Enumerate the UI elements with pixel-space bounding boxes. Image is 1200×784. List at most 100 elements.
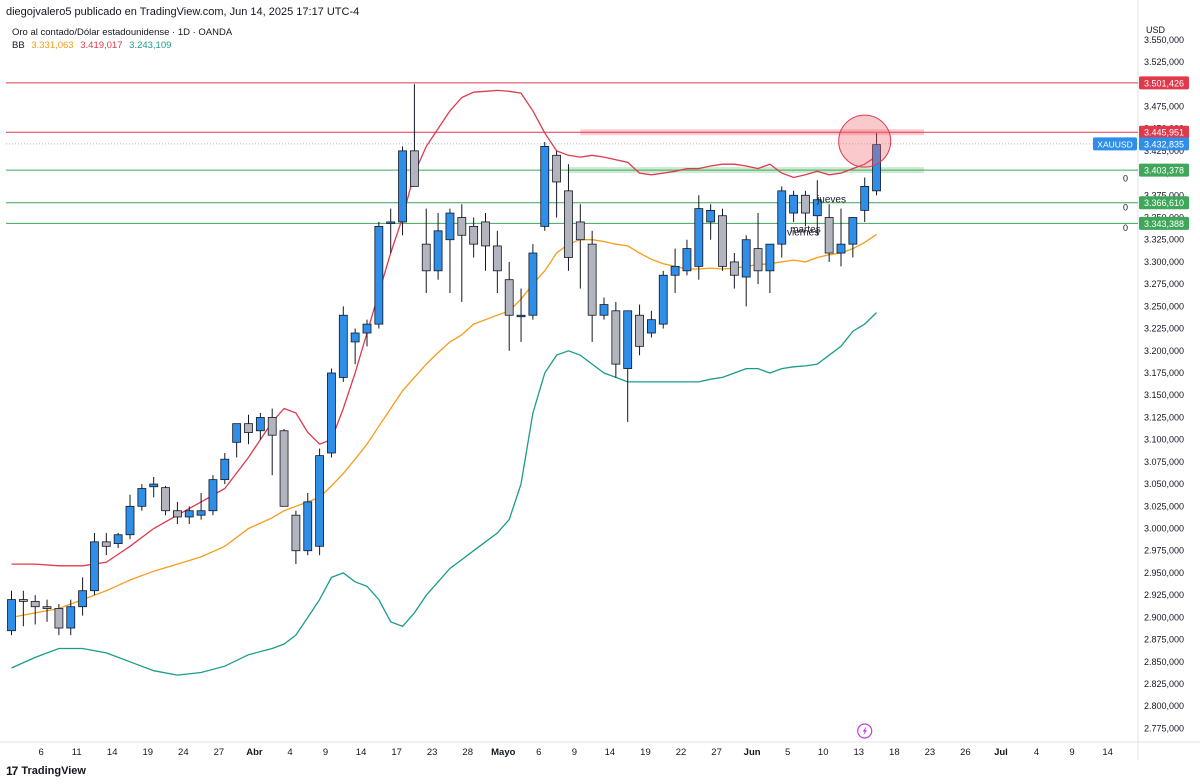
candle-body[interactable] — [255, 417, 265, 432]
candle-body[interactable] — [196, 510, 206, 516]
candle-body[interactable] — [350, 332, 360, 343]
candle-body[interactable] — [137, 488, 147, 507]
candle-body[interactable] — [564, 190, 573, 258]
candle-body[interactable] — [101, 541, 111, 547]
candle-body[interactable] — [611, 310, 621, 365]
candle-body[interactable] — [682, 248, 692, 272]
y-tick-label: 3.025,000 — [1144, 501, 1184, 511]
candle-body[interactable] — [516, 314, 526, 318]
x-tick-label: 14 — [107, 747, 118, 758]
candle-body[interactable] — [90, 541, 99, 592]
candle-body[interactable] — [267, 417, 277, 436]
candle-body[interactable] — [623, 310, 633, 369]
candle-body[interactable] — [303, 501, 313, 552]
candle-body[interactable] — [172, 510, 182, 518]
candle-body[interactable] — [161, 487, 170, 512]
price-tag-4-box[interactable] — [1139, 216, 1189, 230]
y-tick-label: 2.850,000 — [1144, 657, 1184, 667]
candle-body[interactable] — [824, 217, 834, 254]
candle-body[interactable] — [232, 423, 242, 443]
candle-body[interactable] — [421, 243, 431, 272]
price-tag-0-box[interactable] — [1139, 76, 1189, 90]
candle-body[interactable] — [741, 239, 751, 278]
candle-body[interactable] — [635, 314, 644, 347]
price-tag-1-box[interactable] — [1139, 125, 1189, 139]
price-tag-2-box[interactable] — [1139, 163, 1189, 177]
candle-body[interactable] — [244, 423, 253, 433]
annotation-text-1[interactable]: martes — [790, 225, 821, 236]
candle-body[interactable] — [872, 144, 881, 192]
x-tick-label: 17 — [391, 747, 402, 758]
y-tick-label: 3.200,000 — [1144, 346, 1184, 356]
candle-body[interactable] — [765, 243, 775, 272]
candle-body[interactable] — [552, 154, 561, 183]
candle-body[interactable] — [860, 185, 870, 211]
candle-body[interactable] — [362, 323, 372, 334]
candle-body[interactable] — [658, 274, 668, 325]
candle-body[interactable] — [42, 606, 52, 609]
candle-body[interactable] — [801, 194, 810, 214]
candle-body[interactable] — [338, 314, 348, 378]
candle-body[interactable] — [327, 372, 336, 454]
candle-body[interactable] — [706, 209, 716, 223]
candle-body[interactable] — [540, 146, 550, 227]
candle-body[interactable] — [208, 479, 218, 512]
candle-body[interactable] — [457, 217, 467, 236]
candle-body[interactable] — [718, 215, 727, 267]
candle-body[interactable] — [113, 534, 123, 545]
candle-body[interactable] — [445, 212, 455, 241]
candle-body[interactable] — [753, 248, 763, 272]
candle-body[interactable] — [492, 245, 502, 272]
candle-body[interactable] — [374, 225, 384, 325]
candle-body[interactable] — [398, 150, 407, 223]
candle-body[interactable] — [386, 221, 396, 224]
candle-body[interactable] — [647, 319, 656, 334]
x-tick-label: 14 — [1102, 747, 1113, 758]
candle-body[interactable] — [528, 252, 538, 316]
annotation-text-2[interactable]: viernes — [787, 227, 819, 238]
candle-body[interactable] — [587, 243, 597, 316]
candle-body[interactable] — [812, 199, 822, 217]
candle-body[interactable] — [504, 279, 514, 316]
last-price-tag-box[interactable] — [1139, 137, 1189, 151]
y-tick-label: 3.075,000 — [1144, 457, 1184, 467]
candle-body[interactable] — [409, 150, 419, 187]
candle-body[interactable] — [694, 208, 704, 267]
symbol-tag-box[interactable] — [1093, 137, 1137, 151]
candle-body[interactable] — [599, 304, 609, 316]
candle-body[interactable] — [315, 455, 325, 547]
candle-body[interactable] — [777, 190, 787, 245]
candle-body[interactable] — [729, 261, 739, 276]
candle-body[interactable] — [18, 599, 28, 602]
bb-upper-band — [11, 89, 877, 567]
candle-body[interactable] — [575, 221, 585, 241]
highlight-circle[interactable] — [838, 114, 892, 168]
candle-body[interactable] — [54, 608, 64, 629]
candle-body[interactable] — [184, 510, 194, 518]
price-tag-3-box[interactable] — [1139, 196, 1189, 210]
candle-body[interactable] — [481, 221, 490, 247]
candle-body[interactable] — [291, 514, 301, 552]
symbol-line[interactable]: Oro al contado/Dólar estadounidense · 1D… — [12, 27, 233, 38]
candle-body[interactable] — [848, 217, 858, 245]
x-tick-label: 6 — [536, 747, 541, 758]
candle-body[interactable] — [125, 505, 135, 536]
candle-body[interactable] — [30, 600, 40, 608]
candle-body[interactable] — [836, 243, 846, 254]
y-tick-label: 3.300,000 — [1144, 257, 1184, 267]
candle-body[interactable] — [7, 599, 16, 632]
annotation-text-0[interactable]: jueves — [816, 194, 846, 205]
candle-body[interactable] — [66, 606, 76, 629]
candle-body[interactable] — [220, 458, 230, 481]
candle-body[interactable] — [670, 265, 680, 276]
candle-body[interactable] — [789, 194, 798, 214]
tradingview-logo-icon: 17 — [6, 764, 18, 778]
candle-body[interactable] — [149, 483, 159, 488]
candle-body[interactable] — [279, 430, 289, 507]
tradingview-logo[interactable]: 17 TradingView — [6, 764, 86, 778]
candle-body[interactable] — [78, 590, 87, 608]
candle-body[interactable] — [433, 230, 443, 272]
bb-legend-row[interactable]: BB 3.331,063 3.419,017 3.243,109 — [12, 39, 232, 52]
candle-body[interactable] — [469, 225, 479, 245]
